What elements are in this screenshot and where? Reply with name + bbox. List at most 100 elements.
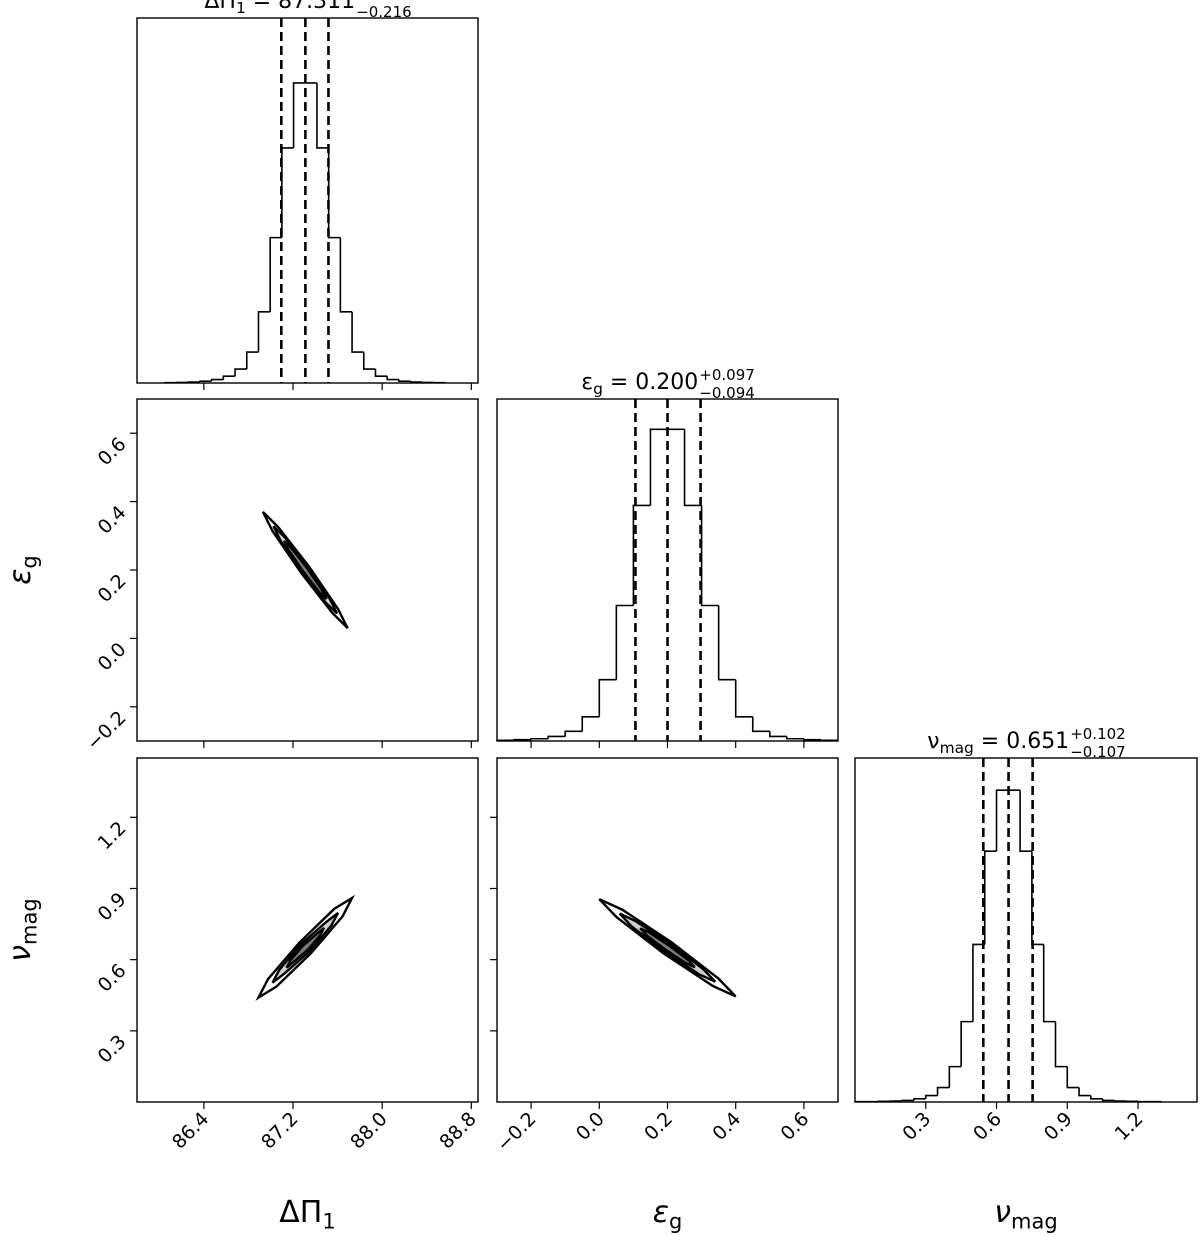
histogram-step (245, 351, 259, 370)
subscript: mag (940, 739, 974, 757)
x-tick-label: 1.2 (1111, 1108, 1148, 1145)
histogram-step (1113, 1100, 1127, 1102)
histogram-step (1090, 1095, 1103, 1100)
panel-frame (496, 398, 839, 742)
histogram-step (901, 1099, 914, 1102)
symbol-label: νmag (994, 1195, 1057, 1234)
subscript: mag (1011, 1210, 1058, 1234)
subscript: 1 (236, 0, 246, 17)
histogram-step (717, 605, 736, 681)
title-lower: −0.216 (356, 3, 412, 21)
histogram-step (564, 730, 583, 737)
title-value: = 0.651 (974, 729, 1069, 754)
histogram-step (1054, 1021, 1068, 1068)
symbol-label: νmag = 0.651 (927, 729, 1069, 757)
symbol: ν (3, 945, 38, 962)
x-tick-label: 86.4 (168, 1108, 213, 1153)
y-tick-label: −0.2 (82, 707, 130, 755)
histogram-step (972, 943, 985, 1022)
histogram-step (632, 504, 651, 606)
histogram-step (786, 736, 804, 740)
symbol: ν (994, 1195, 1011, 1230)
histogram-step (1019, 790, 1032, 853)
x-tick-label: 0.4 (708, 1108, 745, 1145)
symbol: ε (581, 370, 593, 395)
x-tick-label: 88.8 (435, 1108, 480, 1153)
symbol: ε (653, 1195, 669, 1230)
y-tick-label: 0.2 (94, 570, 131, 607)
symbol-label: εg = 0.200 (581, 370, 698, 398)
symbol: ΔΠ (279, 1195, 322, 1230)
histogram-step (269, 236, 282, 312)
histogram-step (513, 738, 532, 741)
histogram-step (936, 1086, 950, 1096)
symbol-label: εg (3, 555, 42, 585)
symbol-label: νmag (3, 898, 42, 961)
histogram-step (1042, 944, 1056, 1023)
histogram-step (210, 378, 224, 382)
histogram-step (995, 789, 1009, 852)
histogram-step (820, 739, 838, 742)
histogram-step (1078, 1087, 1091, 1097)
histogram-step (199, 380, 212, 383)
histogram-step (983, 850, 997, 945)
contour (285, 926, 326, 969)
histogram-step (530, 737, 549, 740)
histogram-step (960, 1020, 973, 1067)
subscript: g (593, 380, 603, 398)
symbol: ν (927, 729, 939, 754)
y-tick-label: 0.9 (94, 888, 131, 925)
x-tick-label: 0.0 (572, 1108, 609, 1145)
x-tick-label: 0.3 (898, 1108, 935, 1145)
title-value: = 0.200 (603, 370, 698, 395)
x-tick-label: −0.2 (492, 1108, 540, 1156)
title-upper: +0.097 (699, 366, 755, 384)
histogram-step (409, 381, 423, 383)
panel-frame (136, 757, 479, 1103)
histogram-step (924, 1094, 938, 1099)
subscript: g (18, 555, 42, 568)
histogram-step (1101, 1098, 1115, 1102)
histogram-step (222, 375, 236, 380)
subscript: g (669, 1210, 682, 1234)
subscript: mag (18, 898, 42, 945)
histogram-step (327, 147, 341, 239)
title-lower: −0.107 (1070, 743, 1126, 761)
panel-frame (136, 17, 479, 384)
histogram-step (734, 679, 753, 718)
histogram-step (386, 376, 399, 381)
y-tick-label: 0.6 (94, 433, 131, 470)
histogram-step (751, 716, 770, 733)
histogram-step (683, 429, 702, 507)
subscript: 1 (322, 1210, 335, 1234)
panel-frame (496, 757, 839, 1103)
histogram-step (769, 731, 787, 738)
histogram-step (948, 1065, 962, 1088)
contour (639, 927, 696, 969)
symbol: ΔΠ (204, 0, 236, 14)
histogram-step (316, 82, 329, 149)
histogram-step (339, 237, 353, 313)
histogram-step (281, 147, 294, 238)
histogram-step (351, 311, 364, 353)
histogram-step (292, 82, 306, 148)
y-tick-label: 1.2 (94, 817, 131, 854)
histogram-step (547, 735, 566, 739)
histogram-step (374, 369, 388, 377)
y-tick-label: 0.3 (94, 1031, 131, 1068)
histogram-step (1066, 1066, 1080, 1089)
contour (283, 540, 328, 600)
histogram-step (700, 505, 719, 607)
x-tick-label: 0.2 (640, 1108, 677, 1145)
histogram-step (362, 352, 376, 370)
symbol: ε (3, 569, 38, 585)
y-tick-label: 0.4 (94, 502, 131, 539)
y-tick-label: 0.6 (94, 960, 131, 997)
histogram-step (257, 311, 271, 353)
histogram-step (234, 368, 247, 377)
histogram-step (649, 428, 668, 506)
symbol-label: ΔΠ1 = 87.311 (204, 0, 355, 17)
histogram-step (398, 379, 411, 382)
histogram-step (913, 1097, 926, 1101)
